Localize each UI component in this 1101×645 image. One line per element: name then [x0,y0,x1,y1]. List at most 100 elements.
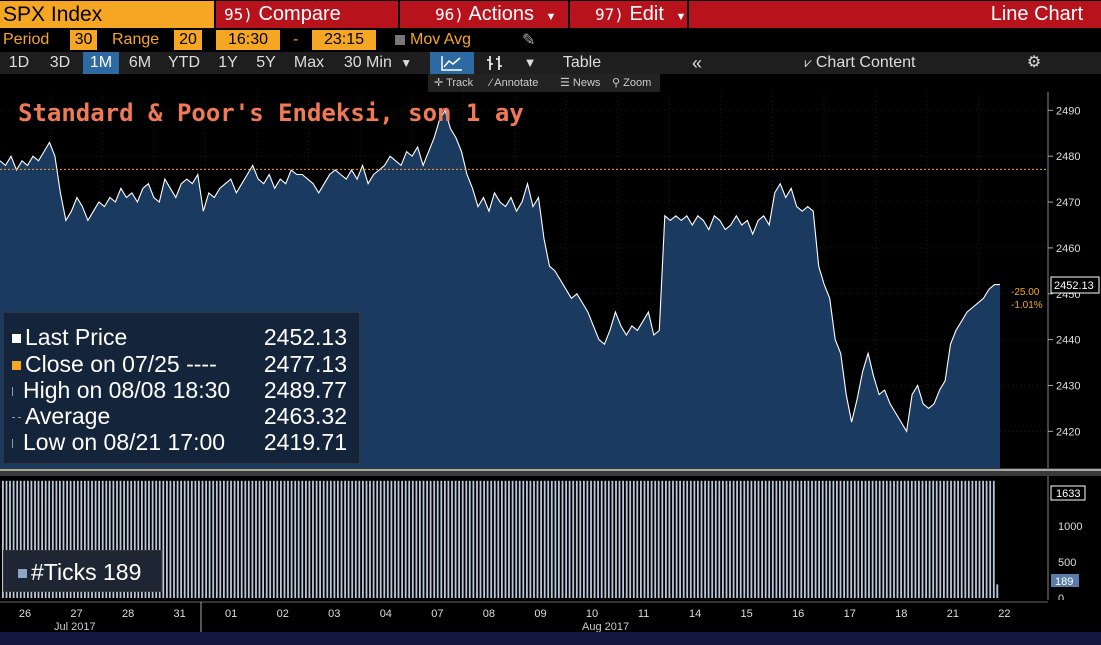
edit-num: 97) [595,5,624,24]
double-chevron-left-icon[interactable]: « [691,53,702,73]
x-tick-label: 22 [998,608,1010,620]
tick-bar [629,480,632,598]
tick-bar [141,480,143,598]
tick-bar [739,480,742,598]
tick-bar [878,480,881,598]
chevron-down-icon[interactable]: ▼ [523,55,537,70]
annotate-tool[interactable]: ⁄ Annotate [490,74,538,92]
chevron-down-icon: ▼ [400,56,413,70]
time-separator: - [293,31,299,48]
range-label: Range [112,31,160,48]
tick-bar [950,480,952,598]
tick-bar [607,480,610,598]
tick-bar [632,480,635,598]
tick-bar [319,480,321,598]
tick-bar [779,480,781,598]
range-5y[interactable]: 5Y [256,54,276,71]
tick-bar [233,480,236,598]
tick-bar [985,480,988,598]
pencil-icon[interactable]: ✎ [522,32,536,49]
range-ytd[interactable]: YTD [168,54,200,71]
tick-bar [746,480,749,598]
tick-bar [429,480,432,598]
range-max[interactable]: Max [293,54,325,71]
range-1d[interactable]: 1D [8,54,30,71]
tick-bar [173,480,175,598]
low-value: 2419.71 [263,429,347,455]
zoom-tool[interactable]: ⚲ Zoom [612,74,651,92]
tick-bar [169,480,172,598]
tick-bar [754,480,756,598]
end-time-input[interactable]: 23:15 [312,30,376,50]
high-marker-icon [12,387,19,397]
table-button[interactable]: Table [562,54,602,71]
tick-bar [34,480,36,598]
news-tool[interactable]: ☰ News [560,74,600,92]
tick-bar [665,480,667,598]
tick-bar [693,480,696,598]
tick-bar [240,480,243,598]
ticker-field[interactable]: SPX Index [0,1,214,28]
range-6m[interactable]: 6M [128,54,152,71]
month-label-aug: Aug 2017 [582,621,629,632]
tick-bar [597,480,599,598]
range-1m[interactable]: 1M [83,52,119,74]
tick-bar [130,480,133,598]
tick-bar [137,480,140,598]
tick-bar [722,480,724,598]
tick-bar [23,480,26,598]
tick-bar [62,480,65,598]
tick-bar [843,480,845,598]
tick-bar [112,480,115,598]
range-3d[interactable]: 3D [49,54,71,71]
tick-bar [376,480,379,598]
actions-button[interactable]: 96) Actions ▼ [400,1,568,28]
interval-select[interactable]: 30 Min ▼ [337,52,419,74]
tick-bar [333,480,336,598]
tick-bar [871,480,874,598]
line-chart-icon[interactable] [430,52,474,74]
tick-bar [672,480,674,598]
tick-bar [369,480,371,598]
tick-bar [943,480,945,598]
tick-bar [101,480,104,598]
tick-bar [84,480,86,598]
tick-bar [465,480,468,598]
tick-bar [686,480,689,598]
track-tool[interactable]: ✛ Track [434,74,473,92]
tick-bar [622,480,624,598]
view-type[interactable]: Line Chart [689,1,1101,28]
range-input[interactable]: 20 [174,30,202,50]
tick-bar [729,480,731,598]
tick-bar [226,480,229,598]
tick-bar [272,480,275,598]
tick-bar [800,480,803,598]
actions-label: Actions [468,3,534,25]
tick-bar [839,480,842,598]
y-tick-label: 2420 [1056,426,1080,438]
period-input[interactable]: 30 [70,30,97,50]
tick-bar [444,480,446,598]
tick-bar [989,480,992,598]
gear-icon[interactable]: ⚙ [1026,54,1042,71]
tick-bar [711,480,714,598]
tick-bar [148,480,150,598]
tick-bar [451,480,453,598]
mov-avg-checkbox[interactable] [395,35,405,45]
edit-button[interactable]: 97) Edit ▼ [570,1,687,28]
range-1y[interactable]: 1Y [218,54,238,71]
pen-icon: ⁄ [490,77,495,89]
high-label: High on 08/08 18:30 [23,377,231,403]
tick-bar [864,480,867,598]
bar-style-icon[interactable] [478,52,512,74]
compare-button[interactable]: 95) Compare [216,1,398,28]
tick-bar [479,480,482,598]
tick-bar [340,480,343,598]
start-time-input[interactable]: 16:30 [216,30,280,50]
pane-separator[interactable] [0,468,1101,476]
tick-bar [486,480,489,598]
tick-bar [483,480,485,598]
chart-content-button[interactable]: ⩗ Chart Content [780,52,940,74]
tick-bar [900,480,902,598]
